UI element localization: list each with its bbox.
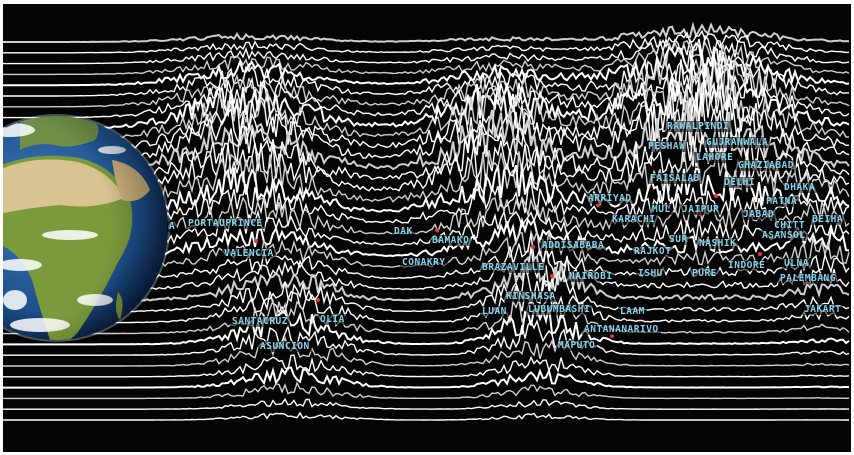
- city-label-kinshasa: KINSHASA: [504, 291, 558, 302]
- density-line: [3, 354, 850, 378]
- city-label-asuncion: ASUNCION: [258, 341, 312, 352]
- city-marker: [714, 194, 718, 198]
- city-label-karachi: KARACHI: [610, 214, 658, 225]
- density-line: [3, 63, 850, 130]
- density-line: [3, 56, 850, 119]
- city-label-sur: SUR: [667, 234, 690, 245]
- city-label-portauprince: PORTAUPRINCE: [186, 218, 265, 229]
- city-label-asansol: ASANSOL: [760, 230, 808, 241]
- city-label-lubumbashi: LUBUMBASHI: [526, 304, 593, 315]
- city-label-conakry: CONAKRY: [400, 257, 448, 268]
- city-label-patna: PATNA: [764, 196, 800, 207]
- city-label-santacruz: SANTACRUZ: [230, 316, 290, 327]
- earth-globe-icon: [3, 114, 170, 342]
- city-label-bamako: BAMAKO: [430, 235, 472, 246]
- density-line: [3, 306, 850, 346]
- density-line: [3, 381, 850, 400]
- city-marker: [254, 239, 258, 243]
- city-label-ishu: ISHU: [636, 268, 665, 279]
- city-marker: [435, 228, 439, 232]
- city-label-arriyad: ARRIYAD: [586, 193, 634, 204]
- city-label-maputo: MAPUTO: [556, 340, 598, 351]
- city-label-a: A: [167, 221, 178, 232]
- city-label-jabad: JABAD: [741, 209, 777, 220]
- city-label-lahore: LAHORE: [694, 152, 736, 163]
- city-label-valencia: VALENCIA: [222, 248, 276, 259]
- density-line: [3, 254, 850, 303]
- city-label-gujranwala: GUJRANWALA: [704, 137, 771, 148]
- density-line: [3, 319, 850, 356]
- density-line: [3, 55, 850, 108]
- city-marker: [316, 298, 320, 302]
- density-line: [3, 265, 850, 313]
- city-label-rawalpindi: RAWALPINDI: [665, 121, 732, 132]
- density-line: [3, 397, 849, 410]
- city-label-mul: MUL: [650, 204, 673, 215]
- city-label-nairobi: NAIROBI: [567, 271, 615, 282]
- density-line: [3, 34, 850, 65]
- density-line: [3, 69, 850, 140]
- city-label-brazaville: BRAZAVILLE: [480, 262, 547, 273]
- city-label-rajkot: RAJKOT: [632, 246, 674, 257]
- density-line: [3, 21, 850, 44]
- density-line: [3, 79, 850, 151]
- city-label-ghaziabad: GHAZIABAD: [736, 160, 796, 171]
- city-label-palembang: PALEMBANG: [778, 273, 838, 284]
- city-label-beiha: BEIHA: [810, 214, 846, 225]
- city-label-dak: DAK: [392, 226, 415, 237]
- city-label-dhaka: DHAKA: [782, 182, 818, 193]
- city-label-jakart: JAKART: [802, 304, 844, 315]
- city-label-chitt: CHITT: [772, 220, 808, 231]
- city-marker: [550, 274, 554, 278]
- city-marker: [610, 334, 614, 338]
- city-marker: [596, 203, 600, 207]
- city-label-antananarivo: ANTANANARIVO: [582, 324, 661, 335]
- density-line: [3, 278, 850, 324]
- city-label-pure: PURE: [690, 268, 719, 279]
- density-line: [3, 41, 850, 87]
- city-marker: [758, 252, 762, 256]
- city-label-olia: OLIA: [318, 314, 347, 325]
- city-label-faisalab: FAISALAB: [648, 173, 702, 184]
- density-line: [3, 335, 850, 367]
- density-line: [3, 294, 850, 335]
- city-marker: [531, 245, 535, 249]
- density-line: [3, 366, 850, 389]
- city-label-nashik: NASHIK: [697, 238, 739, 249]
- city-label-peshaw: PESHAW: [646, 141, 688, 152]
- city-label-delhi: DELHI: [722, 177, 758, 188]
- city-label-jaipur: JAIPUR: [680, 204, 722, 215]
- city-label-laam: LAAM: [618, 306, 647, 317]
- density-line: [3, 411, 850, 421]
- city-label-indore: INDORE: [726, 260, 768, 271]
- density-line: [3, 29, 850, 54]
- city-label-ulna: ULNA: [782, 258, 811, 269]
- city-label-addisababa: ADDISABABA: [540, 240, 607, 251]
- city-label-luan: LUAN: [480, 306, 509, 317]
- density-line: [3, 40, 850, 76]
